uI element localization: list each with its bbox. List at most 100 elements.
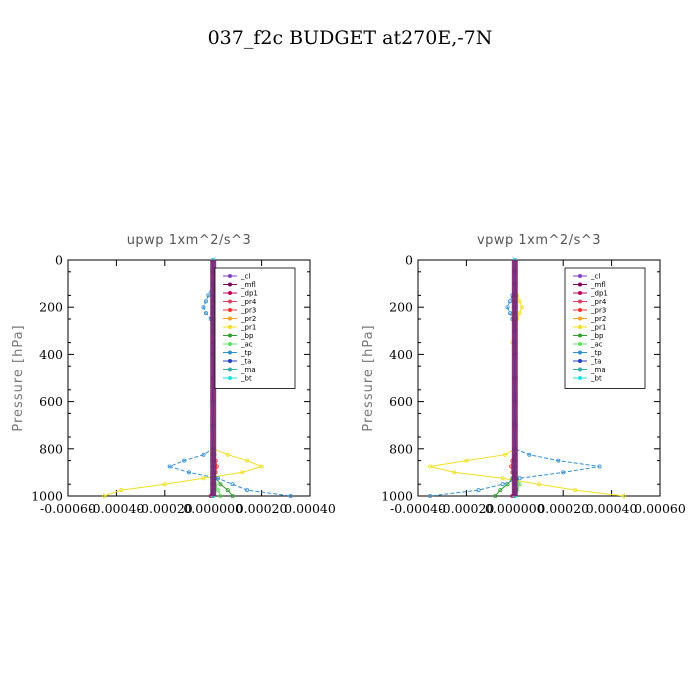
- data-point-bp: [498, 488, 503, 493]
- data-point-tp: [597, 464, 602, 469]
- legend-marker: [228, 282, 232, 287]
- legend-label: _pr4: [590, 298, 607, 306]
- data-point-bp: [230, 493, 235, 498]
- data-point-pr1: [102, 493, 107, 498]
- subplot-title: upwp 1xm^2/s^3: [127, 233, 252, 248]
- data-point-tp: [556, 458, 561, 463]
- data-point-tp: [476, 488, 481, 493]
- legend-label: _mfl: [240, 281, 256, 289]
- data-point-tp: [507, 311, 512, 316]
- data-point-ac: [517, 482, 522, 487]
- data-point-tp: [288, 493, 293, 498]
- legend-label: _pr2: [240, 315, 256, 323]
- data-point-pr1: [245, 458, 250, 463]
- legend-label: _bt: [590, 375, 602, 383]
- legend-marker: [228, 308, 232, 312]
- x-tick-label: 0.000000: [485, 501, 545, 516]
- legend-label: _pr1: [240, 324, 256, 332]
- data-point-tp: [216, 476, 221, 481]
- y-tick-label: 200: [389, 300, 413, 315]
- y-tick-label: 1000: [381, 489, 413, 504]
- y-tick-label: 400: [39, 347, 63, 362]
- legend-marker: [578, 333, 582, 338]
- legend-label: _dp1: [240, 290, 258, 298]
- legend-marker: [228, 316, 232, 321]
- y-tick-label: 0: [55, 253, 63, 268]
- y-tick-label: 600: [39, 394, 63, 409]
- legend-label: _ta: [590, 358, 602, 366]
- x-tick-label: 0.00020: [236, 501, 288, 516]
- chart-panel-vpwp: vpwp 1xm^2/s^3 Pressure [hPa] 0 200 400 600 80…: [361, 233, 686, 516]
- legend-label: _ma: [240, 366, 256, 374]
- y-tick-label: 800: [389, 441, 413, 456]
- y-tick-label: 400: [389, 347, 413, 362]
- data-point-pr1: [573, 488, 578, 493]
- data-point-tp: [203, 311, 208, 316]
- data-point-pr1: [503, 452, 508, 457]
- data-point-tp: [527, 452, 532, 457]
- legend-marker: [578, 291, 582, 295]
- x-tick-label: -0.00020: [137, 501, 193, 516]
- data-point-bp: [505, 482, 510, 487]
- data-point-tp: [428, 493, 433, 498]
- figure-title: 037_f2c BUDGET at270E,-7N: [208, 27, 493, 49]
- data-point-tp: [201, 452, 206, 457]
- data-point-tp: [500, 482, 505, 487]
- x-tick-label: 0.00040: [284, 501, 336, 516]
- y-axis-label: Pressure [hPa]: [361, 324, 376, 431]
- y-axis-label: Pressure [hPa]: [11, 324, 26, 431]
- legend-marker: [578, 350, 582, 355]
- x-tick-label: -0.00020: [438, 501, 494, 516]
- legend-marker: [578, 342, 582, 346]
- data-point-pr1: [452, 470, 457, 475]
- legend-marker: [578, 308, 582, 312]
- y-tick-label: 200: [39, 300, 63, 315]
- chart-panel-upwp: upwp 1xm^2/s^3 Pressure [hPa] 0 200 400 600 80…: [11, 233, 336, 516]
- legend-marker: [578, 325, 582, 329]
- y-tick-label: 600: [389, 394, 413, 409]
- data-point-pr1: [520, 305, 525, 310]
- legend-label: _cl: [240, 273, 250, 281]
- data-point-tp: [182, 458, 187, 463]
- data-point-ac: [216, 488, 221, 493]
- legend-marker: [578, 316, 582, 321]
- data-point-bp: [225, 488, 230, 493]
- data-point-tp: [203, 299, 208, 304]
- x-tick-label: -0.00040: [390, 501, 446, 516]
- legend-marker: [578, 367, 582, 372]
- legend-marker: [228, 274, 232, 278]
- legend-label: _dp1: [590, 290, 608, 298]
- legend-marker: [578, 282, 582, 287]
- data-point-pr1: [225, 452, 230, 457]
- x-tick-label: 0.00040: [586, 501, 638, 516]
- data-point-ac: [218, 493, 223, 498]
- data-point-tp: [561, 470, 566, 475]
- data-point-tp: [167, 464, 172, 469]
- x-tick-label: 0.00020: [537, 501, 589, 516]
- legend-marker: [228, 333, 232, 338]
- data-point-pr1: [537, 482, 542, 487]
- plot-frame: [67, 259, 311, 497]
- legend-label: _mfl: [590, 281, 606, 289]
- data-point-tp: [186, 470, 191, 475]
- legend-label: _pr3: [590, 307, 606, 315]
- data-point-pr1: [500, 476, 505, 481]
- data-point-tp: [245, 488, 250, 493]
- legend-label: _bp: [240, 332, 254, 340]
- data-point-pr1: [517, 299, 522, 304]
- data-point-tp: [505, 305, 510, 310]
- legend-label: _pr3: [240, 307, 256, 315]
- legend-label: _ac: [240, 341, 253, 349]
- legend-marker: [578, 376, 582, 380]
- zero-profile-band: [511, 260, 518, 496]
- data-point-pr1: [464, 458, 469, 463]
- legend-label: _pr4: [240, 298, 257, 306]
- legend-marker: [228, 325, 232, 329]
- legend-label: _ac: [590, 341, 603, 349]
- legend-label: _ma: [590, 366, 606, 374]
- legend-marker: [228, 350, 232, 355]
- legend-label: _pr2: [590, 315, 606, 323]
- data-point-pr1: [240, 470, 245, 475]
- data-point-pr1: [162, 482, 167, 487]
- legend-label: _tp: [240, 349, 252, 357]
